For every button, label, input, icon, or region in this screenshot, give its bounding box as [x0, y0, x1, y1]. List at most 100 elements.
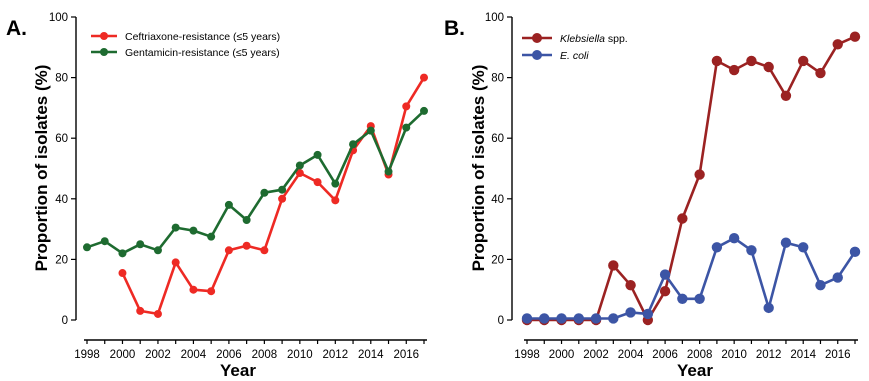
panel-b-x-tick-label: 2010	[721, 349, 747, 361]
panel-b-series-0-point	[849, 31, 861, 42]
panel-a-legend-swatch-marker	[100, 48, 108, 56]
panel-b-series-1-point	[746, 245, 757, 256]
panel-a-series-1-point	[224, 200, 233, 209]
panel-a-series-1-point	[242, 216, 251, 225]
panel-b-series-0-point	[780, 90, 792, 101]
panel-a-legend-label: Gentamicin-resistance (≤5 years)	[125, 47, 280, 59]
panel-b-series-0-point	[728, 64, 740, 76]
panel-a-axes: 0 20 40 60 80 100 1998 2000 2002 2004 2006 2008 2010…	[49, 12, 427, 361]
panel-a-series-1-point	[420, 106, 428, 115]
panel-a-x-axis-title: Year	[220, 361, 256, 380]
panel-a-y-tick-label: 60	[55, 133, 68, 145]
panel-a-series-0-line	[121, 76, 426, 316]
panel-a-series-0-point	[402, 102, 411, 111]
panel-b-series-1-point	[780, 237, 792, 248]
panel-b-series-1-point	[573, 313, 584, 324]
panel-b-x-tick-label: 2014	[790, 349, 816, 361]
panel-b-series-1-point	[798, 242, 809, 253]
panel-b-legend-label: Klebsiella spp.	[560, 33, 628, 45]
panel-a-series-1-point	[83, 243, 91, 252]
panel-b-series-0-point	[832, 39, 843, 50]
panel-a-series-1-point	[207, 232, 216, 241]
panel-a-series-1-point	[260, 188, 269, 197]
panel-a-series-0-point	[278, 194, 287, 203]
panel-b-chart: B. Proportion of isolates (%) Year 0 20 40…	[444, 12, 861, 380]
panel-b-series-0-point	[677, 213, 688, 224]
panel-a-series-1-point	[100, 237, 109, 246]
panel-b-series-1-point	[608, 313, 619, 324]
panel-a-x-tick-label: 2004	[181, 349, 207, 361]
panel-b-series-0-point	[711, 55, 723, 67]
panel-a-y-tick-label: 20	[55, 254, 68, 266]
panel-a-legend-label: Ceftriaxone-resistance (≤5 years)	[125, 31, 280, 43]
panel-b-y-axis-title: Proportion of isolates (%)	[469, 65, 488, 272]
panel-a-series-1-point	[402, 123, 411, 132]
panel-a-series-0-point	[331, 196, 340, 205]
panel-b-series-1-point	[849, 246, 861, 258]
panel-a-series-0-point	[420, 73, 428, 82]
panel-b-series-0-point	[815, 67, 826, 79]
panel-a-series-1-point	[153, 246, 162, 255]
panel-a-series-0-point	[260, 246, 269, 255]
panel-b-y-tick-label: 100	[485, 12, 504, 24]
panel-b-x-tick-label: 1998	[514, 349, 540, 361]
panel-a-x-tick-label: 2000	[110, 349, 136, 361]
panel-a-series	[83, 73, 428, 318]
panel-b-label: B.	[444, 17, 465, 40]
panel-a-x-tick-label: 2002	[145, 349, 171, 361]
panel-b-x-tick-label: 2012	[756, 349, 782, 361]
panel-a-y-tick-label: 100	[49, 12, 68, 24]
panel-a-series-0-point	[207, 287, 216, 296]
panel-b-y-tick-label: 60	[491, 133, 504, 145]
panel-a-y-tick-label: 40	[55, 194, 68, 206]
panel-a-y-axis-title: Proportion of isolates (%)	[32, 65, 51, 272]
panel-a-series-0-point	[242, 241, 251, 250]
panel-b-series-1-point	[677, 293, 688, 304]
panel-a-series-1-point	[189, 226, 198, 235]
panel-a-label: A.	[6, 17, 27, 40]
panel-b-series-1-point	[711, 242, 723, 253]
panel-b-series-0-point	[659, 286, 671, 297]
panel-a-series-1-point	[118, 249, 127, 258]
panel-a-chart: A. Proportion of isolates (%) Year 0 20 40…	[6, 12, 428, 380]
panel-a-legend: Ceftriaxone-resistance (≤5 years) Gentami…	[91, 31, 280, 59]
panel-a-y-tick-label: 0	[62, 315, 68, 327]
panel-b-series-1-point	[694, 293, 705, 304]
panel-b-series-1-point	[590, 313, 602, 324]
panel-b-y-tick-label: 20	[491, 254, 504, 266]
panel-a-series-1-point	[349, 140, 358, 149]
panel-b-series-1-point	[659, 269, 671, 280]
panel-a-series-1-point	[295, 161, 304, 170]
panel-b-series-1-point	[642, 308, 654, 320]
panel-b-y-tick-label: 80	[491, 73, 504, 85]
panel-b-x-tick-label: 2004	[618, 349, 644, 361]
panel-b-x-tick-label: 2006	[652, 349, 678, 361]
panel-b-series-0-point	[608, 260, 619, 271]
panel-a-series-1-point	[331, 179, 340, 188]
panel-b-series-1-point	[625, 307, 636, 318]
panel-a-series-0-point	[153, 309, 162, 318]
panel-a-series-0-point	[171, 258, 180, 267]
panel-a-x-tick-label: 2014	[358, 349, 384, 361]
panel-a-series-1-point	[313, 150, 322, 159]
panel-b-series-1-point	[728, 232, 740, 244]
panel-a-series-0-point	[295, 169, 304, 178]
panel-b-legend-label: E. coli	[560, 50, 589, 62]
panel-b-series-0-point	[746, 55, 757, 67]
panel-a-series-0-point	[224, 246, 233, 255]
panel-a-y-tick-label: 80	[55, 73, 68, 85]
panel-b-y-tick-label: 40	[491, 194, 504, 206]
panel-a-x-tick-label: 1998	[74, 349, 100, 361]
panel-b-series-1-point	[539, 313, 550, 324]
panel-a-series-0-point	[118, 269, 127, 278]
panel-b-x-tick-label: 2002	[583, 349, 609, 361]
panel-b-series-1-point	[815, 279, 826, 291]
panel-b-series-0-point	[625, 279, 636, 291]
panel-b-y-tick-label: 0	[498, 315, 504, 327]
panel-a-series-1-point	[136, 240, 145, 249]
panel-b-series-0-line	[527, 35, 856, 322]
panel-a-x-tick-label: 2010	[287, 349, 313, 361]
panel-a-x-tick-label: 2008	[252, 349, 278, 361]
panel-a-legend-swatch-marker	[100, 32, 108, 40]
panel-b-x-tick-label: 2000	[549, 349, 575, 361]
